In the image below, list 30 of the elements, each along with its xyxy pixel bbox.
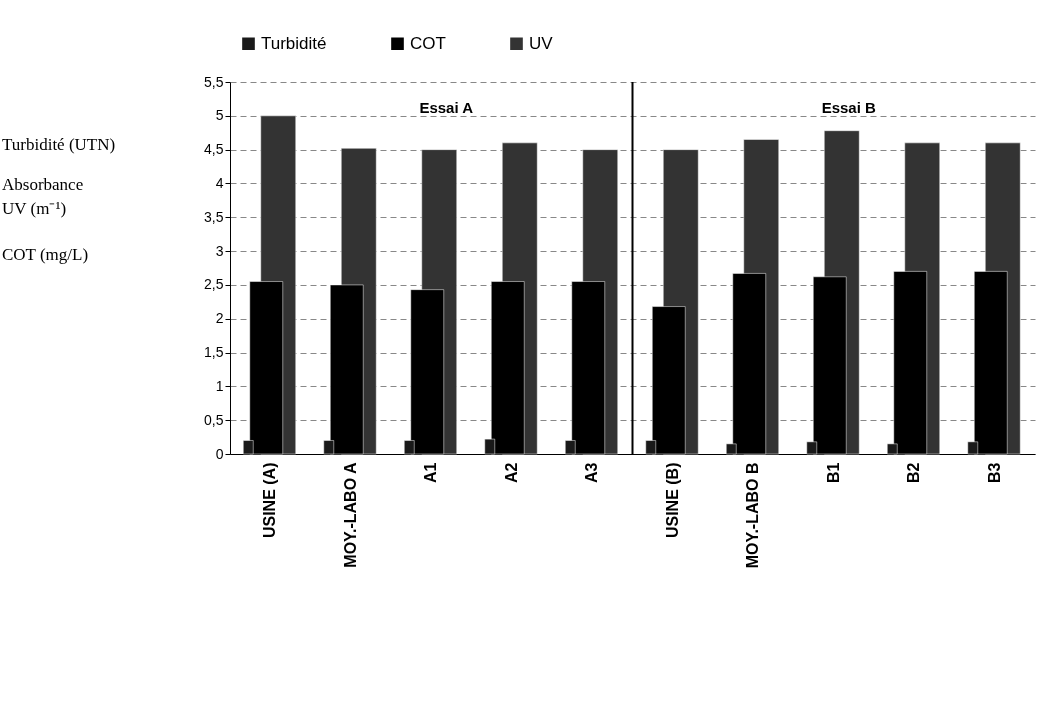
y-tick-label: 4 (215, 174, 224, 191)
y-tick-label: 5 (215, 107, 224, 124)
y-tick-label: 5,5 (204, 73, 224, 90)
x-tick-label: A2 (502, 462, 520, 483)
annotation: Essai B (821, 99, 877, 116)
x-tick-label: B3 (985, 462, 1003, 483)
x-tick-label: B1 (824, 462, 842, 483)
legend-label: Turbidité (261, 33, 327, 53)
x-tick-label: USINE (A) (261, 462, 279, 539)
text: Turbidité (UTN) (2, 135, 116, 154)
x-tick-label: MOY.-LABO A (341, 462, 359, 568)
text: Absorbance UV (m⁻¹) (2, 175, 84, 218)
annotation: Essai A (419, 99, 474, 116)
x-tick-label: MOY.-LABO B (744, 462, 762, 569)
x-tick-label: A1 (422, 462, 440, 483)
x-tick-label: B2 (905, 462, 923, 483)
y-tick-label: 2,5 (204, 276, 224, 293)
y-tick-label: 0 (215, 445, 224, 462)
y-tick-label: 1 (215, 377, 224, 394)
y-tick-label: 3 (215, 242, 224, 259)
text: COT (mg/L) (2, 245, 89, 264)
y-tick-label: 2 (215, 310, 224, 327)
y-tick-label: 1,5 (204, 344, 224, 361)
x-tick-label: A3 (583, 462, 601, 483)
legend-label: COT (410, 33, 446, 53)
x-tick-label: USINE (B) (663, 462, 681, 539)
y-tick-label: 0,5 (204, 411, 224, 428)
legend-label: UV (529, 33, 554, 53)
y-tick-label: 4,5 (204, 141, 224, 158)
y-tick-label: 3,5 (204, 208, 224, 225)
